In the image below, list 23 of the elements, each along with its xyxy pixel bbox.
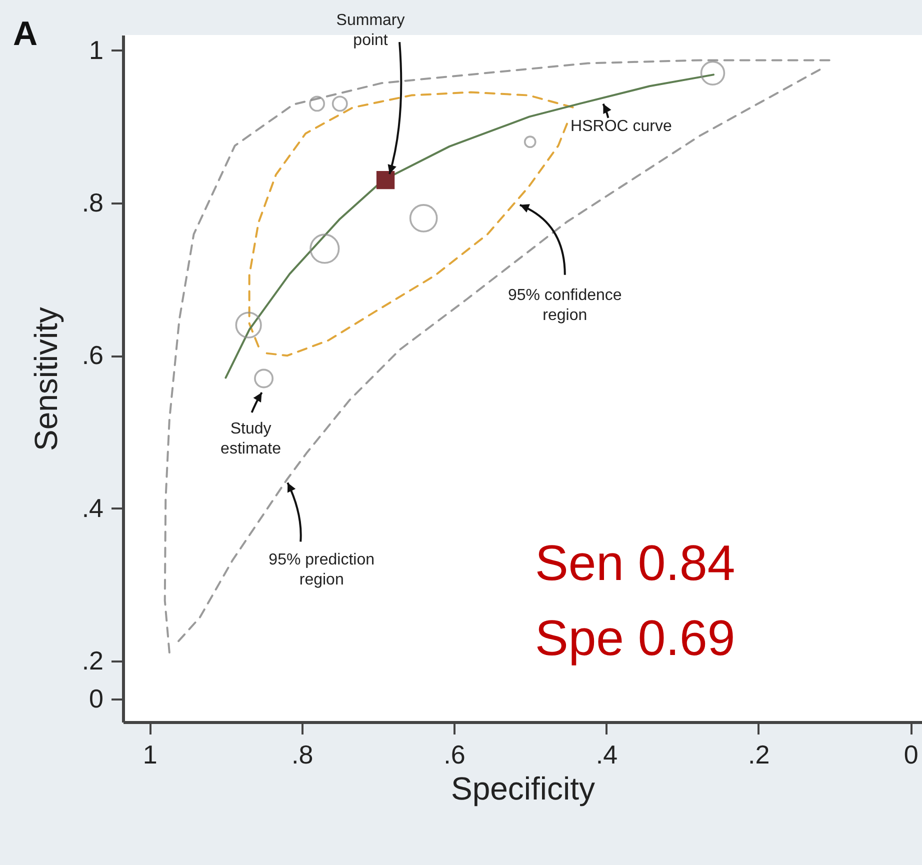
y-axis-title: Sensitivity bbox=[28, 306, 64, 452]
annotation: HSROC curve bbox=[570, 118, 672, 135]
y-tick-label: .8 bbox=[82, 187, 104, 218]
x-tick-label: 0 bbox=[904, 740, 918, 770]
x-tick-label: .2 bbox=[748, 740, 770, 770]
y-tick-label: .4 bbox=[82, 492, 104, 523]
y-tick-label: .2 bbox=[82, 645, 104, 676]
x-tick-label: .6 bbox=[444, 740, 466, 770]
annotation: Study estimate bbox=[220, 420, 282, 458]
y-tick-label: 0 bbox=[89, 684, 104, 714]
annotation: Sen 0.84 bbox=[535, 535, 736, 591]
annotation: 95% confidence region bbox=[508, 286, 622, 324]
x-tick-label: .8 bbox=[291, 740, 314, 770]
x-axis-title: Specificity bbox=[450, 770, 596, 806]
y-tick-label: .6 bbox=[82, 340, 104, 370]
y-tick-label: 1 bbox=[89, 34, 104, 65]
x-tick-label: .4 bbox=[596, 740, 618, 770]
annotation: Spe 0.69 bbox=[535, 610, 736, 666]
annotation: 95% prediction region bbox=[268, 552, 375, 589]
line-series bbox=[224, 74, 714, 379]
annotation: Summary point bbox=[336, 12, 405, 50]
chart-title: A bbox=[13, 15, 38, 53]
x-tick-label: 1 bbox=[142, 740, 158, 770]
